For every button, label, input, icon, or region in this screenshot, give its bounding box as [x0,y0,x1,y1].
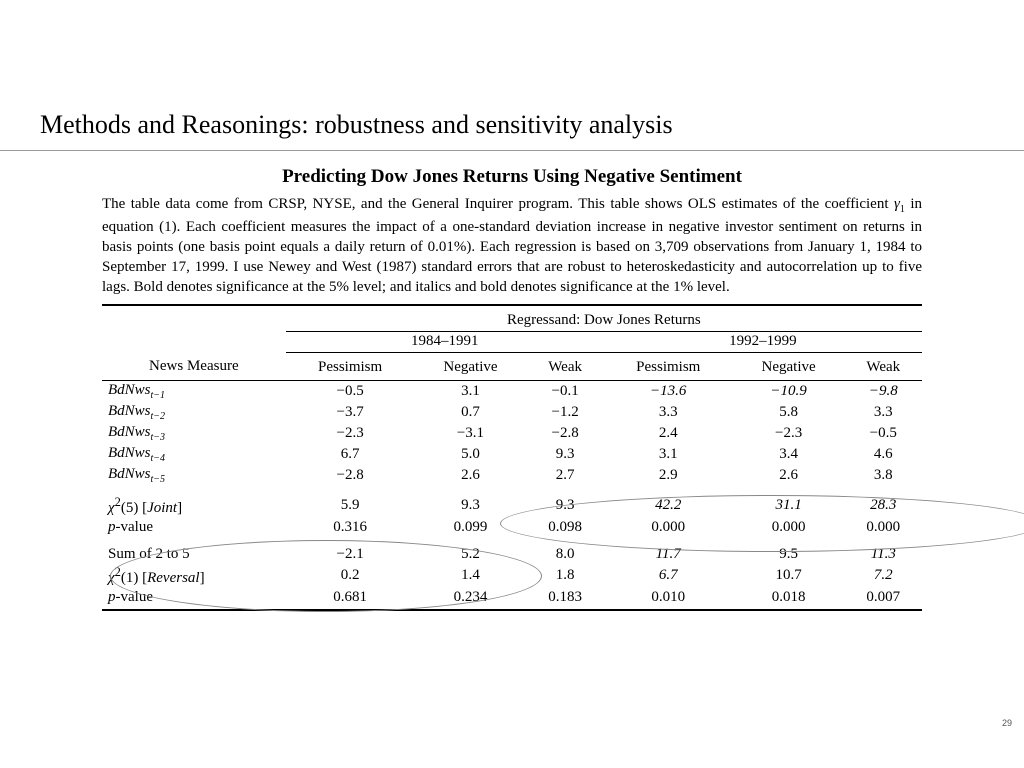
col-weak-1: Weak [526,352,603,380]
cell: 3.1 [415,380,527,402]
table-title: Predicting Dow Jones Returns Using Negat… [102,166,922,188]
row-label: BdNwst−1 [102,380,286,402]
col-pessimism-1: Pessimism [286,352,415,380]
cell: 0.234 [415,588,527,607]
cell: 3.4 [733,444,845,465]
table-row: Sum of 2 to 5−2.15.28.011.79.511.3 [102,545,922,564]
cell: 0.000 [604,518,733,537]
cell: 0.000 [733,518,845,537]
cell: 5.8 [733,402,845,423]
page-number: 29 [1002,718,1012,728]
cell: −3.1 [415,423,527,444]
cell: −0.5 [286,380,415,402]
cell: 5.9 [286,494,415,518]
cell: 11.7 [604,545,733,564]
cell: 2.7 [526,465,603,486]
cell: 5.0 [415,444,527,465]
cell: 0.183 [526,588,603,607]
cell: −2.8 [526,423,603,444]
cell: 0.2 [286,564,415,588]
cell: −0.1 [526,380,603,402]
cell: 0.000 [845,518,922,537]
table-row: BdNwst−2−3.70.7−1.23.35.83.3 [102,402,922,423]
cell: 11.3 [845,545,922,564]
cell: 1.4 [415,564,527,588]
table-row: BdNwst−1−0.53.1−0.1−13.6−10.9−9.8 [102,380,922,402]
table-row: χ2(5) [Joint]5.99.39.342.231.128.3 [102,494,922,518]
cell: −2.3 [286,423,415,444]
cell: 7.2 [845,564,922,588]
cell: 9.3 [526,444,603,465]
cell: −1.2 [526,402,603,423]
cell: 0.007 [845,588,922,607]
cell: 1.8 [526,564,603,588]
row-label: BdNwst−2 [102,402,286,423]
row-label: p-value [102,518,286,537]
col-weak-2: Weak [845,352,922,380]
cell: −2.3 [733,423,845,444]
cell: 2.9 [604,465,733,486]
row-label: BdNwst−5 [102,465,286,486]
cell: 9.5 [733,545,845,564]
cell: 2.6 [733,465,845,486]
title-divider [0,150,1024,151]
table-caption: The table data come from CRSP, NYSE, and… [102,194,922,298]
table-row: BdNwst−3−2.3−3.1−2.82.4−2.3−0.5 [102,423,922,444]
row-label: BdNwst−3 [102,423,286,444]
col-negative-1: Negative [415,352,527,380]
cell: 0.098 [526,518,603,537]
cell: 3.3 [845,402,922,423]
cell: 0.010 [604,588,733,607]
cell: −2.1 [286,545,415,564]
cell: −9.8 [845,380,922,402]
cell: 0.018 [733,588,845,607]
table-row: χ2(1) [Reversal]0.21.41.86.710.77.2 [102,564,922,588]
cell: 3.8 [845,465,922,486]
cell: −13.6 [604,380,733,402]
cell: 8.0 [526,545,603,564]
row-label: BdNwst−4 [102,444,286,465]
cell: −0.5 [845,423,922,444]
cell: 6.7 [286,444,415,465]
cell: 9.3 [526,494,603,518]
cell: −2.8 [286,465,415,486]
period-2: 1992–1999 [604,331,922,352]
cell: 10.7 [733,564,845,588]
cell: 0.7 [415,402,527,423]
cell: −10.9 [733,380,845,402]
cell: −3.7 [286,402,415,423]
cell: 3.1 [604,444,733,465]
slide-title: Methods and Reasonings: robustness and s… [0,0,1024,150]
cell: 0.099 [415,518,527,537]
cell: 9.3 [415,494,527,518]
cell: 4.6 [845,444,922,465]
cell: 6.7 [604,564,733,588]
table-row: p-value0.3160.0990.0980.0000.0000.000 [102,518,922,537]
cell: 28.3 [845,494,922,518]
table-row: BdNwst−46.75.09.33.13.44.6 [102,444,922,465]
cell: 0.681 [286,588,415,607]
col-pessimism-2: Pessimism [604,352,733,380]
cell: 2.6 [415,465,527,486]
cell: 31.1 [733,494,845,518]
table-row: p-value0.6810.2340.1830.0100.0180.007 [102,588,922,607]
col-negative-2: Negative [733,352,845,380]
cell: 3.3 [604,402,733,423]
row-label: χ2(5) [Joint] [102,494,286,518]
regression-table: Regressand: Dow Jones Returns 1984–1991 … [102,304,922,611]
regressand-label: Regressand: Dow Jones Returns [286,308,922,332]
cell: 2.4 [604,423,733,444]
cell: 42.2 [604,494,733,518]
cell: 5.2 [415,545,527,564]
row-label: Sum of 2 to 5 [102,545,286,564]
table-row: BdNwst−5−2.82.62.72.92.63.8 [102,465,922,486]
cell: 0.316 [286,518,415,537]
table-block: Predicting Dow Jones Returns Using Negat… [102,166,922,611]
row-label: p-value [102,588,286,607]
row-header: News Measure [102,352,286,380]
period-1: 1984–1991 [286,331,604,352]
row-label: χ2(1) [Reversal] [102,564,286,588]
